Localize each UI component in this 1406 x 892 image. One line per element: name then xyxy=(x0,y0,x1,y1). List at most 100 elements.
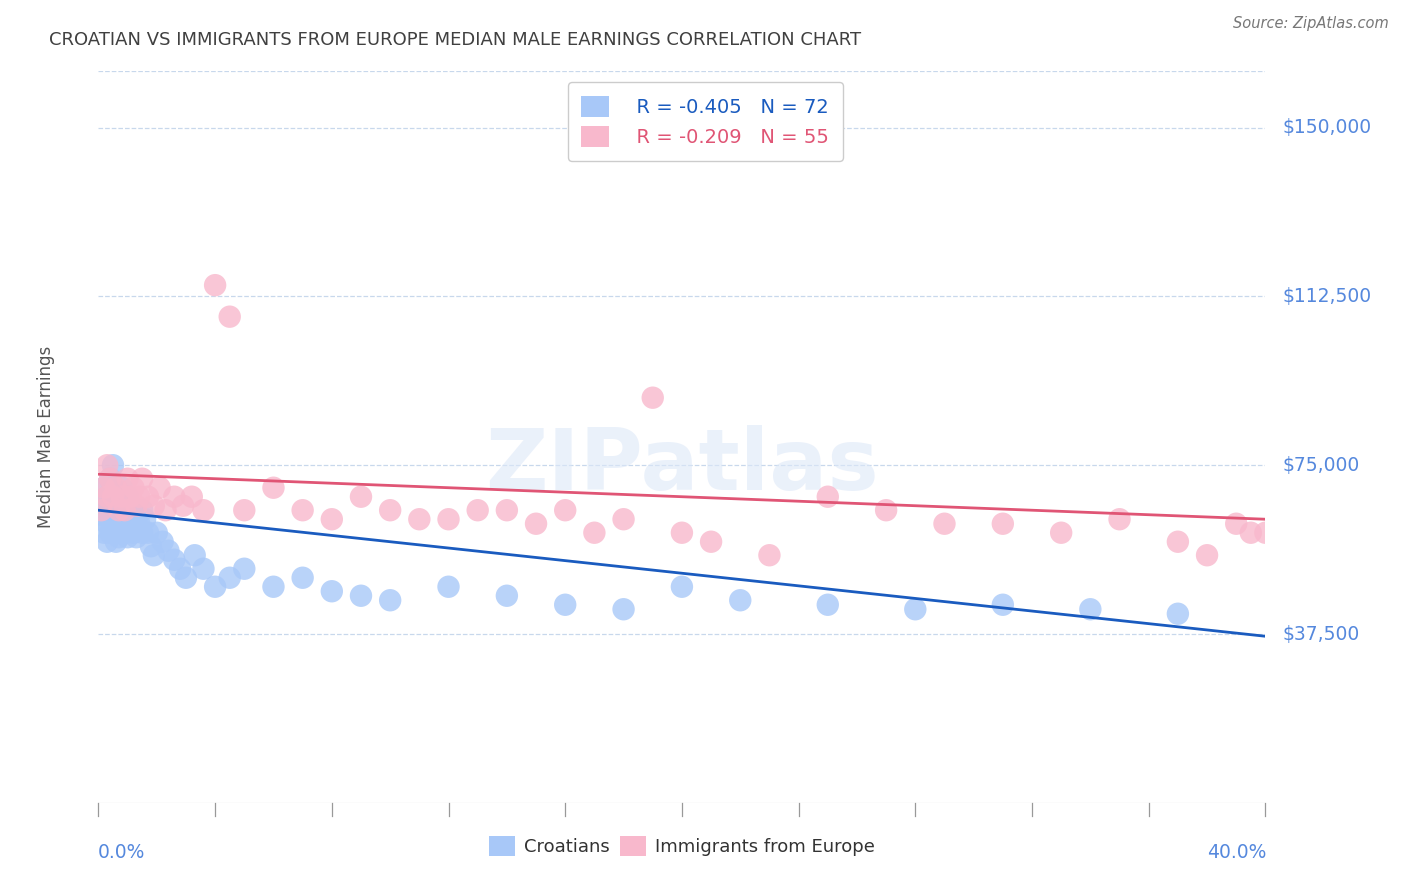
Point xyxy=(104,481,127,495)
Point xyxy=(93,481,115,495)
Point xyxy=(204,278,226,293)
Point xyxy=(233,562,256,576)
Point xyxy=(93,481,115,495)
Point xyxy=(193,503,215,517)
Text: 40.0%: 40.0% xyxy=(1208,843,1267,862)
Text: ZIPatlas: ZIPatlas xyxy=(485,425,879,508)
Point xyxy=(98,472,121,486)
Point xyxy=(817,490,839,504)
Legend: Croatians, Immigrants from Europe: Croatians, Immigrants from Europe xyxy=(482,829,882,863)
Point xyxy=(233,503,256,517)
Point xyxy=(131,472,153,486)
Point xyxy=(218,571,240,585)
Point xyxy=(183,548,205,562)
Point xyxy=(152,534,174,549)
Point xyxy=(131,503,153,517)
Point xyxy=(128,516,150,531)
Point xyxy=(114,503,136,517)
Point xyxy=(904,602,927,616)
Point xyxy=(120,499,142,513)
Point xyxy=(991,516,1014,531)
Point xyxy=(114,525,136,540)
Point xyxy=(612,512,634,526)
Point xyxy=(125,499,148,513)
Point xyxy=(1108,512,1130,526)
Point xyxy=(96,490,118,504)
Point xyxy=(730,593,752,607)
Point xyxy=(437,512,460,526)
Point xyxy=(1225,516,1247,531)
Point xyxy=(149,481,172,495)
Point xyxy=(120,490,142,504)
Point xyxy=(111,481,134,495)
Point xyxy=(104,521,127,535)
Point xyxy=(583,525,606,540)
Text: CROATIAN VS IMMIGRANTS FROM EUROPE MEDIAN MALE EARNINGS CORRELATION CHART: CROATIAN VS IMMIGRANTS FROM EUROPE MEDIA… xyxy=(49,31,862,49)
Point xyxy=(93,503,115,517)
Point xyxy=(380,503,402,517)
Text: $150,000: $150,000 xyxy=(1282,118,1372,137)
Point xyxy=(98,494,121,508)
Point xyxy=(111,503,134,517)
Point xyxy=(554,503,576,517)
Point xyxy=(291,503,314,517)
Point xyxy=(117,530,139,544)
Point xyxy=(101,525,124,540)
Point xyxy=(90,508,112,522)
Point xyxy=(125,512,148,526)
Point xyxy=(114,508,136,522)
Point xyxy=(350,490,373,504)
Point xyxy=(758,548,780,562)
Point xyxy=(101,490,124,504)
Text: $37,500: $37,500 xyxy=(1282,624,1360,643)
Point xyxy=(139,539,162,553)
Point xyxy=(122,481,145,495)
Point xyxy=(524,516,547,531)
Point xyxy=(136,525,159,540)
Point xyxy=(104,534,127,549)
Point xyxy=(157,543,180,558)
Point xyxy=(90,499,112,513)
Point xyxy=(96,458,118,473)
Point xyxy=(108,530,131,544)
Point xyxy=(117,512,139,526)
Point xyxy=(98,525,121,540)
Point xyxy=(350,589,373,603)
Point xyxy=(262,580,284,594)
Point xyxy=(93,525,115,540)
Point xyxy=(204,580,226,594)
Point xyxy=(174,571,197,585)
Point xyxy=(111,521,134,535)
Point xyxy=(875,503,897,517)
Point xyxy=(117,490,139,504)
Point xyxy=(180,490,202,504)
Point xyxy=(101,458,124,473)
Point xyxy=(90,503,112,517)
Point xyxy=(142,499,165,513)
Point xyxy=(496,503,519,517)
Point xyxy=(467,503,489,517)
Point xyxy=(1050,525,1073,540)
Text: $112,500: $112,500 xyxy=(1282,287,1372,306)
Point xyxy=(108,512,131,526)
Point xyxy=(131,525,153,540)
Point xyxy=(262,481,284,495)
Point xyxy=(136,490,159,504)
Point xyxy=(218,310,240,324)
Point xyxy=(321,512,343,526)
Point xyxy=(96,516,118,531)
Point xyxy=(122,503,145,517)
Point xyxy=(96,490,118,504)
Point xyxy=(96,534,118,549)
Point xyxy=(193,562,215,576)
Point xyxy=(437,580,460,594)
Point xyxy=(120,516,142,531)
Point xyxy=(1254,525,1277,540)
Point xyxy=(155,503,177,517)
Point xyxy=(991,598,1014,612)
Text: Source: ZipAtlas.com: Source: ZipAtlas.com xyxy=(1233,16,1389,31)
Point xyxy=(934,516,956,531)
Point xyxy=(146,525,169,540)
Point xyxy=(98,472,121,486)
Point xyxy=(1195,548,1218,562)
